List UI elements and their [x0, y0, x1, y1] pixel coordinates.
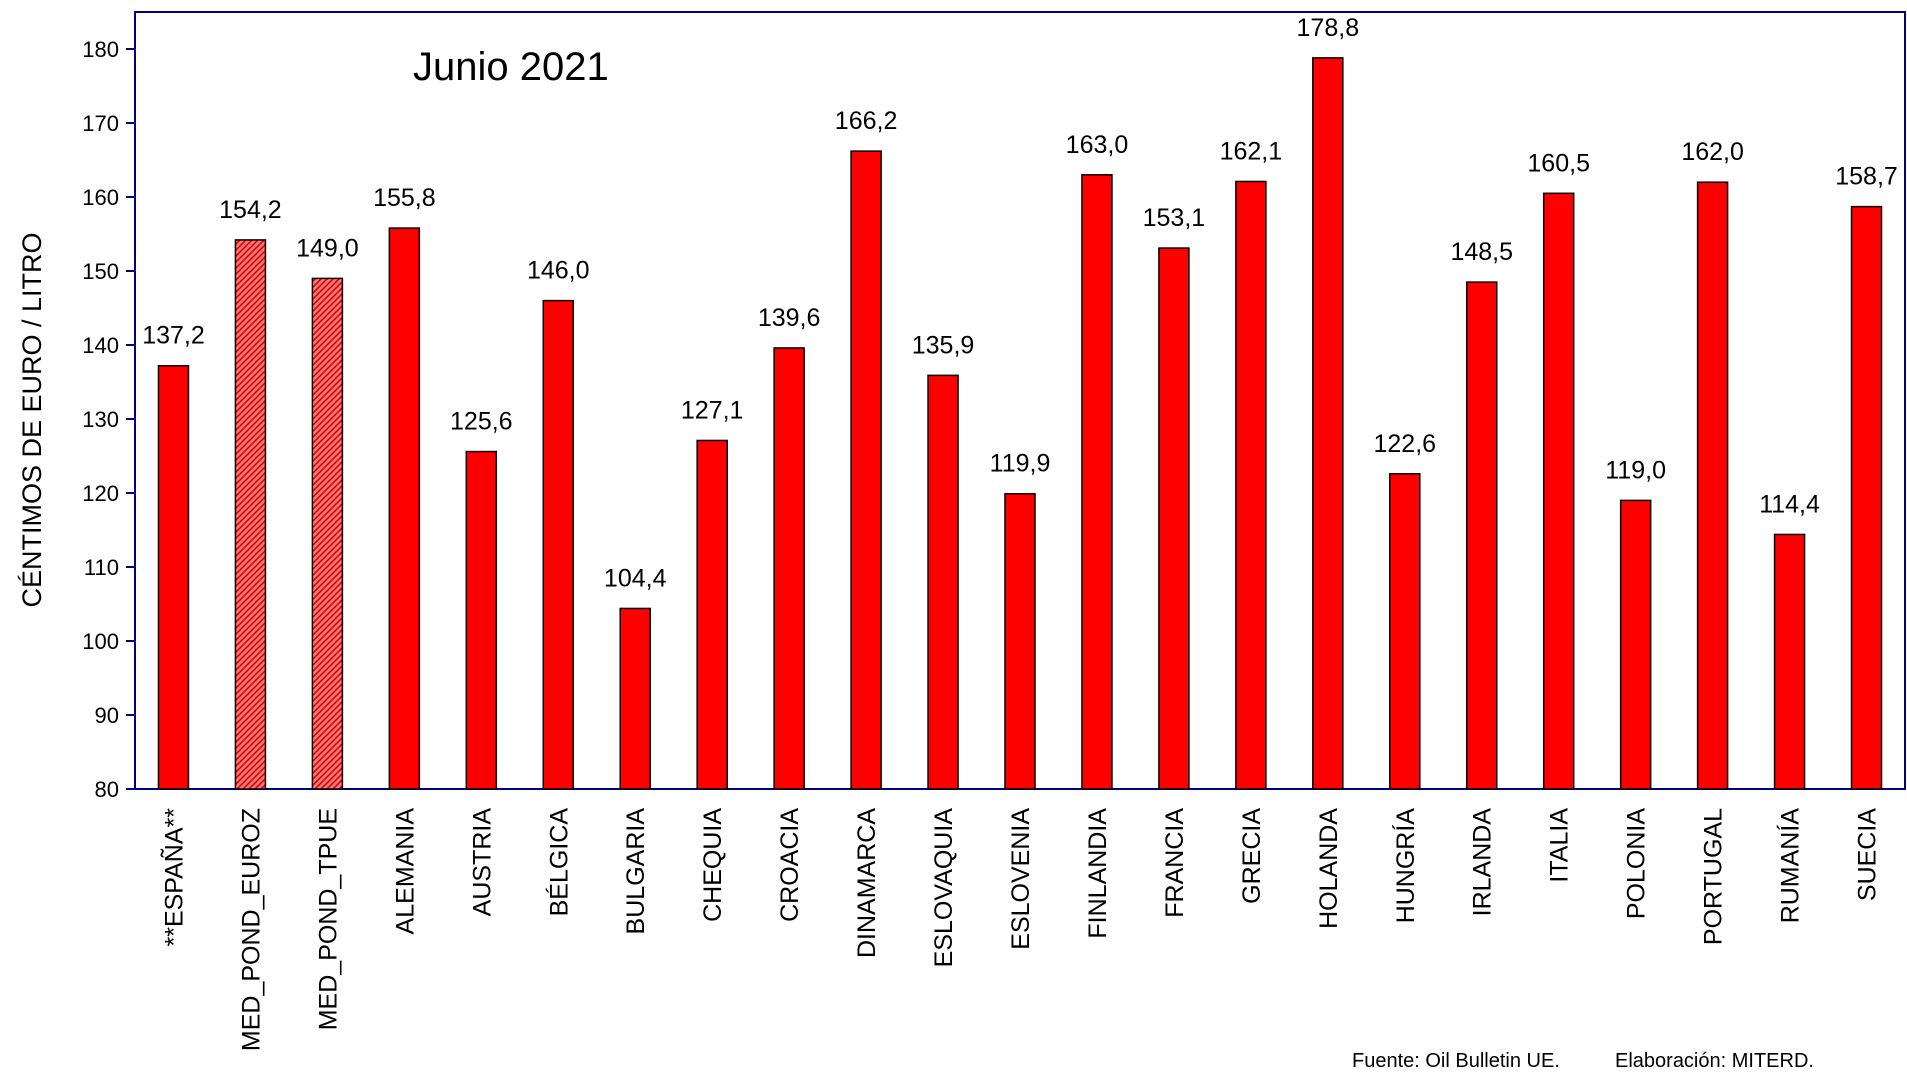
- x-category-label: ALEMANIA: [391, 808, 419, 935]
- category-labels: **ESPAÑA** MED_POND_EUROZ MED_POND_TPUE ALE…: [159, 808, 1881, 1051]
- bar-value-label: 104,4: [604, 564, 667, 592]
- bar-value-label: 160,5: [1527, 149, 1590, 177]
- y-tick-label: 130: [82, 407, 119, 432]
- x-category-label: HOLANDA: [1315, 808, 1343, 929]
- bar: [157, 364, 190, 790]
- bar: [927, 374, 959, 790]
- x-category-label: PORTUGAL: [1700, 808, 1728, 945]
- y-axis-title: CÉNTIMOS DE EURO / LITRO: [17, 232, 47, 607]
- chart-title: Junio 2021: [413, 45, 609, 89]
- x-category-label: FRANCIA: [1161, 808, 1189, 918]
- x-category-label: RUMANÍA: [1776, 808, 1805, 924]
- y-tick-label: 150: [82, 259, 119, 284]
- bar-value-label: 119,0: [1605, 456, 1666, 484]
- y-tick-label: 100: [82, 629, 119, 654]
- bar-value-label: 153,1: [1143, 204, 1206, 232]
- y-tick-label: 120: [82, 481, 119, 506]
- y-axis: 80 90 100 110 120 130 140 150 160 170 180: [82, 37, 135, 802]
- bar: [1542, 192, 1575, 790]
- x-category-label: FINLANDIA: [1084, 808, 1112, 939]
- x-category-label: CHEQUIA: [699, 808, 727, 922]
- bar: [1081, 174, 1113, 790]
- bar-value-label: 178,8: [1297, 14, 1360, 42]
- bar: [1696, 181, 1729, 790]
- bar-value-label: 146,0: [527, 257, 590, 285]
- x-category-label: ITALIA: [1546, 808, 1574, 883]
- bar-value-label: 162,0: [1681, 138, 1744, 166]
- bar-value-label: 119,9: [990, 450, 1051, 478]
- bar: [1389, 473, 1421, 790]
- x-category-label: POLONIA: [1623, 808, 1651, 919]
- x-category-label: BÉLGICA: [544, 808, 573, 917]
- bar: [850, 150, 882, 790]
- footer-source: Fuente: Oil Bulletin UE.: [1352, 1050, 1560, 1072]
- x-category-label: ESLOVENIA: [1007, 808, 1035, 950]
- x-category-label: DINAMARCA: [853, 808, 881, 958]
- bar-value-label: 163,0: [1066, 131, 1129, 159]
- bar: [234, 239, 267, 790]
- bar: [696, 439, 728, 790]
- bar-value-label: 154,2: [219, 196, 282, 224]
- x-category-label: MED_POND_EUROZ: [237, 808, 265, 1051]
- bar: [1158, 247, 1190, 790]
- bar-value-label: 148,5: [1450, 238, 1513, 266]
- x-category-label: BULGARIA: [622, 808, 650, 935]
- bar-value-label: 135,9: [912, 331, 975, 359]
- bar-value-label: 125,6: [450, 408, 513, 436]
- bar-value-label: 166,2: [835, 107, 898, 135]
- bar: [311, 277, 344, 790]
- y-tick-label: 140: [82, 333, 119, 358]
- bar: [1465, 281, 1498, 790]
- bar-value-label: 158,7: [1835, 163, 1898, 191]
- y-tick-label: 180: [82, 37, 119, 62]
- bar: [773, 347, 805, 790]
- x-category-label: MED_POND_TPUE: [314, 808, 342, 1030]
- bar-value-label: 162,1: [1220, 137, 1283, 165]
- bar: [1850, 205, 1883, 790]
- x-category-label: AUSTRIA: [468, 808, 496, 917]
- bar-value-label: 155,8: [373, 184, 436, 212]
- bar: [619, 607, 651, 790]
- x-category-label: CROACIA: [776, 808, 804, 922]
- bars: [157, 57, 1883, 790]
- bar-value-label: 114,4: [1759, 490, 1820, 518]
- x-category-label: SUECIA: [1854, 808, 1882, 901]
- bar: [465, 450, 498, 790]
- y-tick-label: 170: [82, 111, 119, 136]
- x-category-label: GRECIA: [1238, 808, 1266, 904]
- y-tick-label: 160: [82, 185, 119, 210]
- value-labels: 137,2 154,2 149,0 155,8 125,6 146,0 104,4 127,1…: [142, 14, 1898, 593]
- y-tick-label: 110: [84, 555, 119, 580]
- footer-credit: Elaboración: MITERD.: [1615, 1050, 1814, 1072]
- bar: [388, 227, 421, 790]
- bar-value-label: 149,0: [296, 234, 359, 262]
- bar: [1235, 180, 1267, 790]
- bar: [1773, 533, 1806, 790]
- bar: [1312, 57, 1344, 790]
- x-category-label: IRLANDA: [1469, 808, 1497, 917]
- bar-value-label: 127,1: [681, 396, 744, 424]
- x-category-label: **ESPAÑA**: [159, 808, 188, 947]
- x-category-label: HUNGRÍA: [1391, 808, 1420, 924]
- y-tick-label: 80: [95, 777, 119, 802]
- bar: [1004, 492, 1036, 790]
- x-category-label: ESLOVAQUIA: [930, 808, 958, 968]
- bar-value-label: 137,2: [142, 322, 205, 350]
- bar: [1619, 499, 1652, 790]
- bar-value-label: 122,6: [1374, 430, 1437, 458]
- y-tick-label: 90: [95, 703, 119, 728]
- bar: [542, 299, 575, 790]
- bar-value-label: 139,6: [758, 304, 821, 332]
